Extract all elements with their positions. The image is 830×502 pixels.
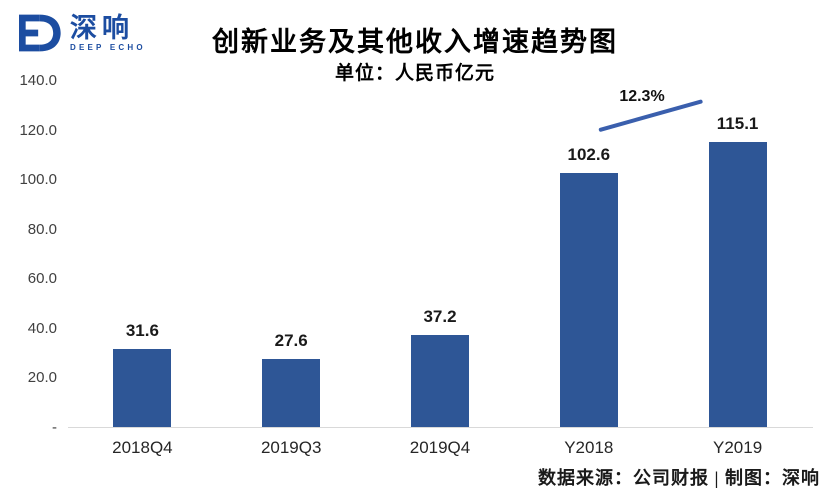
bar-value-label: 102.6 <box>567 144 611 164</box>
deep-echo-logo-icon <box>19 14 61 52</box>
y-tick-label: 20.0 <box>27 369 57 387</box>
bar-group-y2019: 115.1 Y2019 <box>663 80 812 457</box>
bar-group-2019q3: 27.6 2019Q3 <box>217 80 366 457</box>
y-tick-label: 40.0 <box>27 319 57 337</box>
y-tick-label: 120.0 <box>19 121 57 139</box>
bar-value-label: 27.6 <box>274 330 308 350</box>
y-tick-label: - <box>52 419 57 436</box>
x-category-label: Y2018 <box>564 438 614 457</box>
y-tick-label: 100.0 <box>19 171 57 189</box>
x-category-label: Y2019 <box>712 438 763 457</box>
brand-name-en: DEEP ECHO <box>70 43 146 53</box>
bar <box>559 172 618 427</box>
brand-logo: 深响 DEEP ECHO <box>14 8 146 58</box>
chart-title: 创新业务及其他收入增速趋势图 <box>212 27 618 57</box>
bar-group-y2018: 102.6 Y2018 <box>514 80 663 457</box>
y-tick-label: 60.0 <box>27 270 57 288</box>
chart-subtitle: 单位：人民币亿元 <box>334 63 495 84</box>
bar-value-label: 37.2 <box>423 306 457 326</box>
bar-value-label: 115.1 <box>716 113 759 133</box>
x-axis-line <box>68 427 813 428</box>
bar-group-2019q4: 37.2 2019Q4 <box>366 80 515 457</box>
bar-group-2018q4: 31.6 2018Q4 <box>68 80 217 457</box>
source-note: 数据来源：公司财报 | 制图：深响 <box>538 468 820 488</box>
x-category-label: 2019Q3 <box>260 438 322 457</box>
bar <box>410 334 469 427</box>
bar-value-label: 31.6 <box>125 320 159 340</box>
bar <box>113 348 172 427</box>
bar <box>262 358 321 427</box>
y-tick-label: 80.0 <box>27 220 57 238</box>
growth-annotation-label: 12.3% <box>619 88 665 105</box>
y-tick-label: 140.0 <box>19 72 57 89</box>
x-category-label: 2019Q4 <box>409 438 471 457</box>
brand-name-cn: 深响 <box>70 12 134 43</box>
x-category-label: 2018Q4 <box>112 438 173 457</box>
bar <box>708 141 767 427</box>
